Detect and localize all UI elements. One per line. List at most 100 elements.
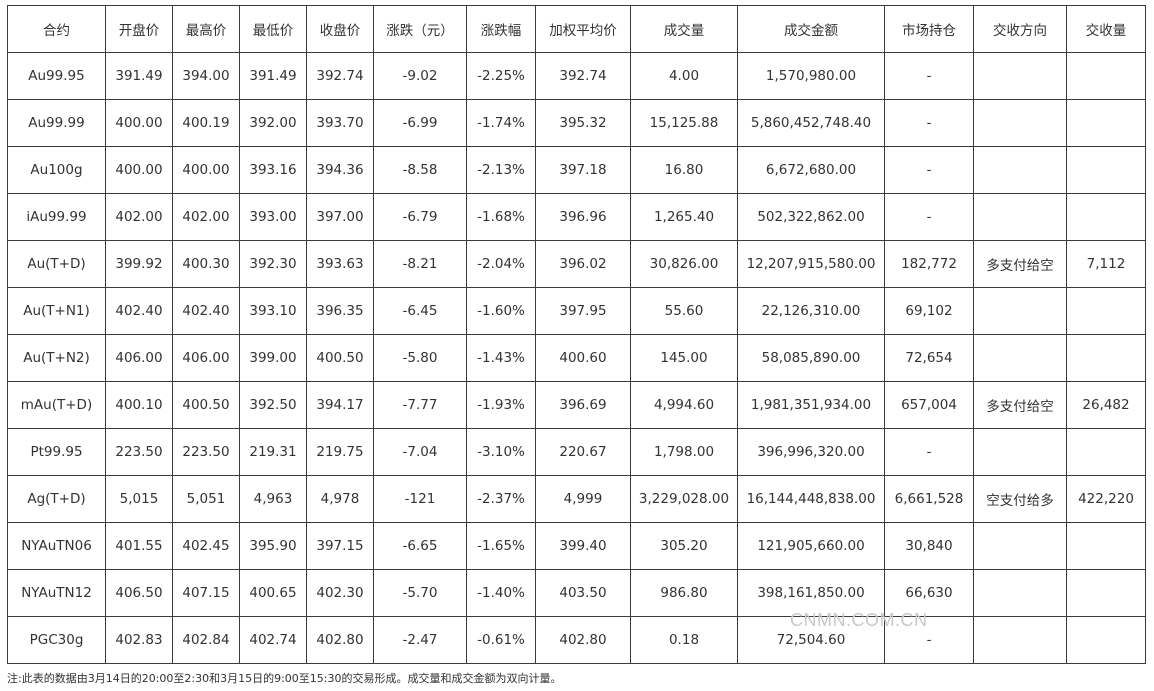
table-cell: [1066, 616, 1146, 664]
table-cell: -8.21: [373, 240, 467, 288]
table-cell: [973, 569, 1067, 617]
table-cell: Pt99.95: [7, 428, 106, 476]
table-cell: 657,004: [884, 381, 974, 429]
table-cell: 6,661,528: [884, 475, 974, 523]
table-cell: 15,125.88: [630, 99, 738, 147]
header-low: 最低价: [239, 5, 307, 53]
header-turnover: 成交金额: [737, 5, 885, 53]
table-cell: 422,220: [1066, 475, 1146, 523]
table-cell: 407.15: [172, 569, 240, 617]
table-cell: -: [884, 99, 974, 147]
table-cell: 399.40: [535, 522, 631, 570]
table-cell: 400.65: [239, 569, 307, 617]
table-cell: -9.02: [373, 52, 467, 100]
table-cell: NYAuTN06: [7, 522, 106, 570]
table-cell: 58,085,890.00: [737, 334, 885, 382]
table-cell: 394.00: [172, 52, 240, 100]
table-cell: Au(T+D): [7, 240, 106, 288]
table-cell: 3,229,028.00: [630, 475, 738, 523]
header-change: 涨跌（元）: [373, 5, 467, 53]
table-cell: [1066, 428, 1146, 476]
table-cell: 55.60: [630, 287, 738, 335]
table-cell: 393.00: [239, 193, 307, 241]
table-cell: Au(T+N2): [7, 334, 106, 382]
table-cell: 397.95: [535, 287, 631, 335]
table-row: mAu(T+D) 400.10 400.50 392.50 394.17 -7.77 -1.…: [7, 381, 1146, 429]
table-cell: 402.84: [172, 616, 240, 664]
table-cell: [973, 52, 1067, 100]
footnote: 注:此表的数据由3月14日的20:00至2:30和3月15日的9:00至15:3…: [7, 672, 562, 685]
table-cell: 400.50: [306, 334, 374, 382]
table-cell: [1066, 522, 1146, 570]
table-row: Au100g 400.00 400.00 393.16 394.36 -8.58 -2.13…: [7, 146, 1146, 194]
table-cell: -3.10%: [466, 428, 536, 476]
table-cell: [1066, 99, 1146, 147]
table-cell: [1066, 146, 1146, 194]
table-cell: 391.49: [105, 52, 173, 100]
table-cell: 多支付给空: [973, 240, 1067, 288]
table-cell: 220.67: [535, 428, 631, 476]
table-cell: [973, 193, 1067, 241]
table-cell: 393.63: [306, 240, 374, 288]
table-cell: 397.00: [306, 193, 374, 241]
table-cell: 5,015: [105, 475, 173, 523]
table-cell: -121: [373, 475, 467, 523]
table-row: NYAuTN12 406.50 407.15 400.65 402.30 -5.70 -1.…: [7, 569, 1146, 617]
trading-data-table: 合约 开盘价 最高价 最低价 收盘价 涨跌（元） 涨跌幅 加权平均价 成交量 成…: [7, 5, 1146, 664]
table-cell: 394.17: [306, 381, 374, 429]
table-cell: 402.83: [105, 616, 173, 664]
table-cell: [1066, 287, 1146, 335]
table-cell: 392.74: [306, 52, 374, 100]
table-cell: -8.58: [373, 146, 467, 194]
table-cell: -5.80: [373, 334, 467, 382]
table-cell: 400.00: [172, 146, 240, 194]
table-cell: -1.43%: [466, 334, 536, 382]
table-cell: 394.36: [306, 146, 374, 194]
table-cell: [973, 428, 1067, 476]
table-cell: 392.00: [239, 99, 307, 147]
table-cell: 219.75: [306, 428, 374, 476]
table-cell: [1066, 569, 1146, 617]
table-cell: 396.96: [535, 193, 631, 241]
table-header-row: 合约 开盘价 最高价 最低价 收盘价 涨跌（元） 涨跌幅 加权平均价 成交量 成…: [7, 5, 1146, 53]
table-row: iAu99.99 402.00 402.00 393.00 397.00 -6.79 -1.…: [7, 193, 1146, 241]
table-cell: Ag(T+D): [7, 475, 106, 523]
table-cell: 402.30: [306, 569, 374, 617]
table-cell: 397.15: [306, 522, 374, 570]
table-row: Pt99.95 223.50 223.50 219.31 219.75 -7.04 -3.1…: [7, 428, 1146, 476]
header-close: 收盘价: [306, 5, 374, 53]
table-cell: 402.00: [105, 193, 173, 241]
table-cell: 7,112: [1066, 240, 1146, 288]
table-cell: -2.47: [373, 616, 467, 664]
table-cell: 0.18: [630, 616, 738, 664]
table-body: Au99.95 391.49 394.00 391.49 392.74 -9.02 -2.2…: [7, 52, 1146, 664]
table-cell: 1,981,351,934.00: [737, 381, 885, 429]
table-cell: 69,102: [884, 287, 974, 335]
table-cell: -: [884, 146, 974, 194]
table-cell: 4,978: [306, 475, 374, 523]
table-row: PGC30g 402.83 402.84 402.74 402.80 -2.47 -0.61…: [7, 616, 1146, 664]
table-cell: 5,051: [172, 475, 240, 523]
table-cell: 400.50: [172, 381, 240, 429]
table-cell: -1.68%: [466, 193, 536, 241]
table-cell: -6.99: [373, 99, 467, 147]
watermark: CNMN.COM.CN: [790, 610, 928, 630]
header-contract: 合约: [7, 5, 106, 53]
table-cell: 396.35: [306, 287, 374, 335]
table-cell: 395.32: [535, 99, 631, 147]
table-cell: 986.80: [630, 569, 738, 617]
table-cell: 402.45: [172, 522, 240, 570]
table-cell: 402.80: [306, 616, 374, 664]
table-cell: -: [884, 52, 974, 100]
table-cell: 402.40: [105, 287, 173, 335]
header-high: 最高价: [172, 5, 240, 53]
table-cell: 多支付给空: [973, 381, 1067, 429]
table-cell: -0.61%: [466, 616, 536, 664]
table-cell: 400.00: [105, 99, 173, 147]
table-cell: Au100g: [7, 146, 106, 194]
table-cell: 1,265.40: [630, 193, 738, 241]
table-cell: Au99.99: [7, 99, 106, 147]
table-cell: 22,126,310.00: [737, 287, 885, 335]
table-cell: -1.40%: [466, 569, 536, 617]
table-cell: 502,322,862.00: [737, 193, 885, 241]
